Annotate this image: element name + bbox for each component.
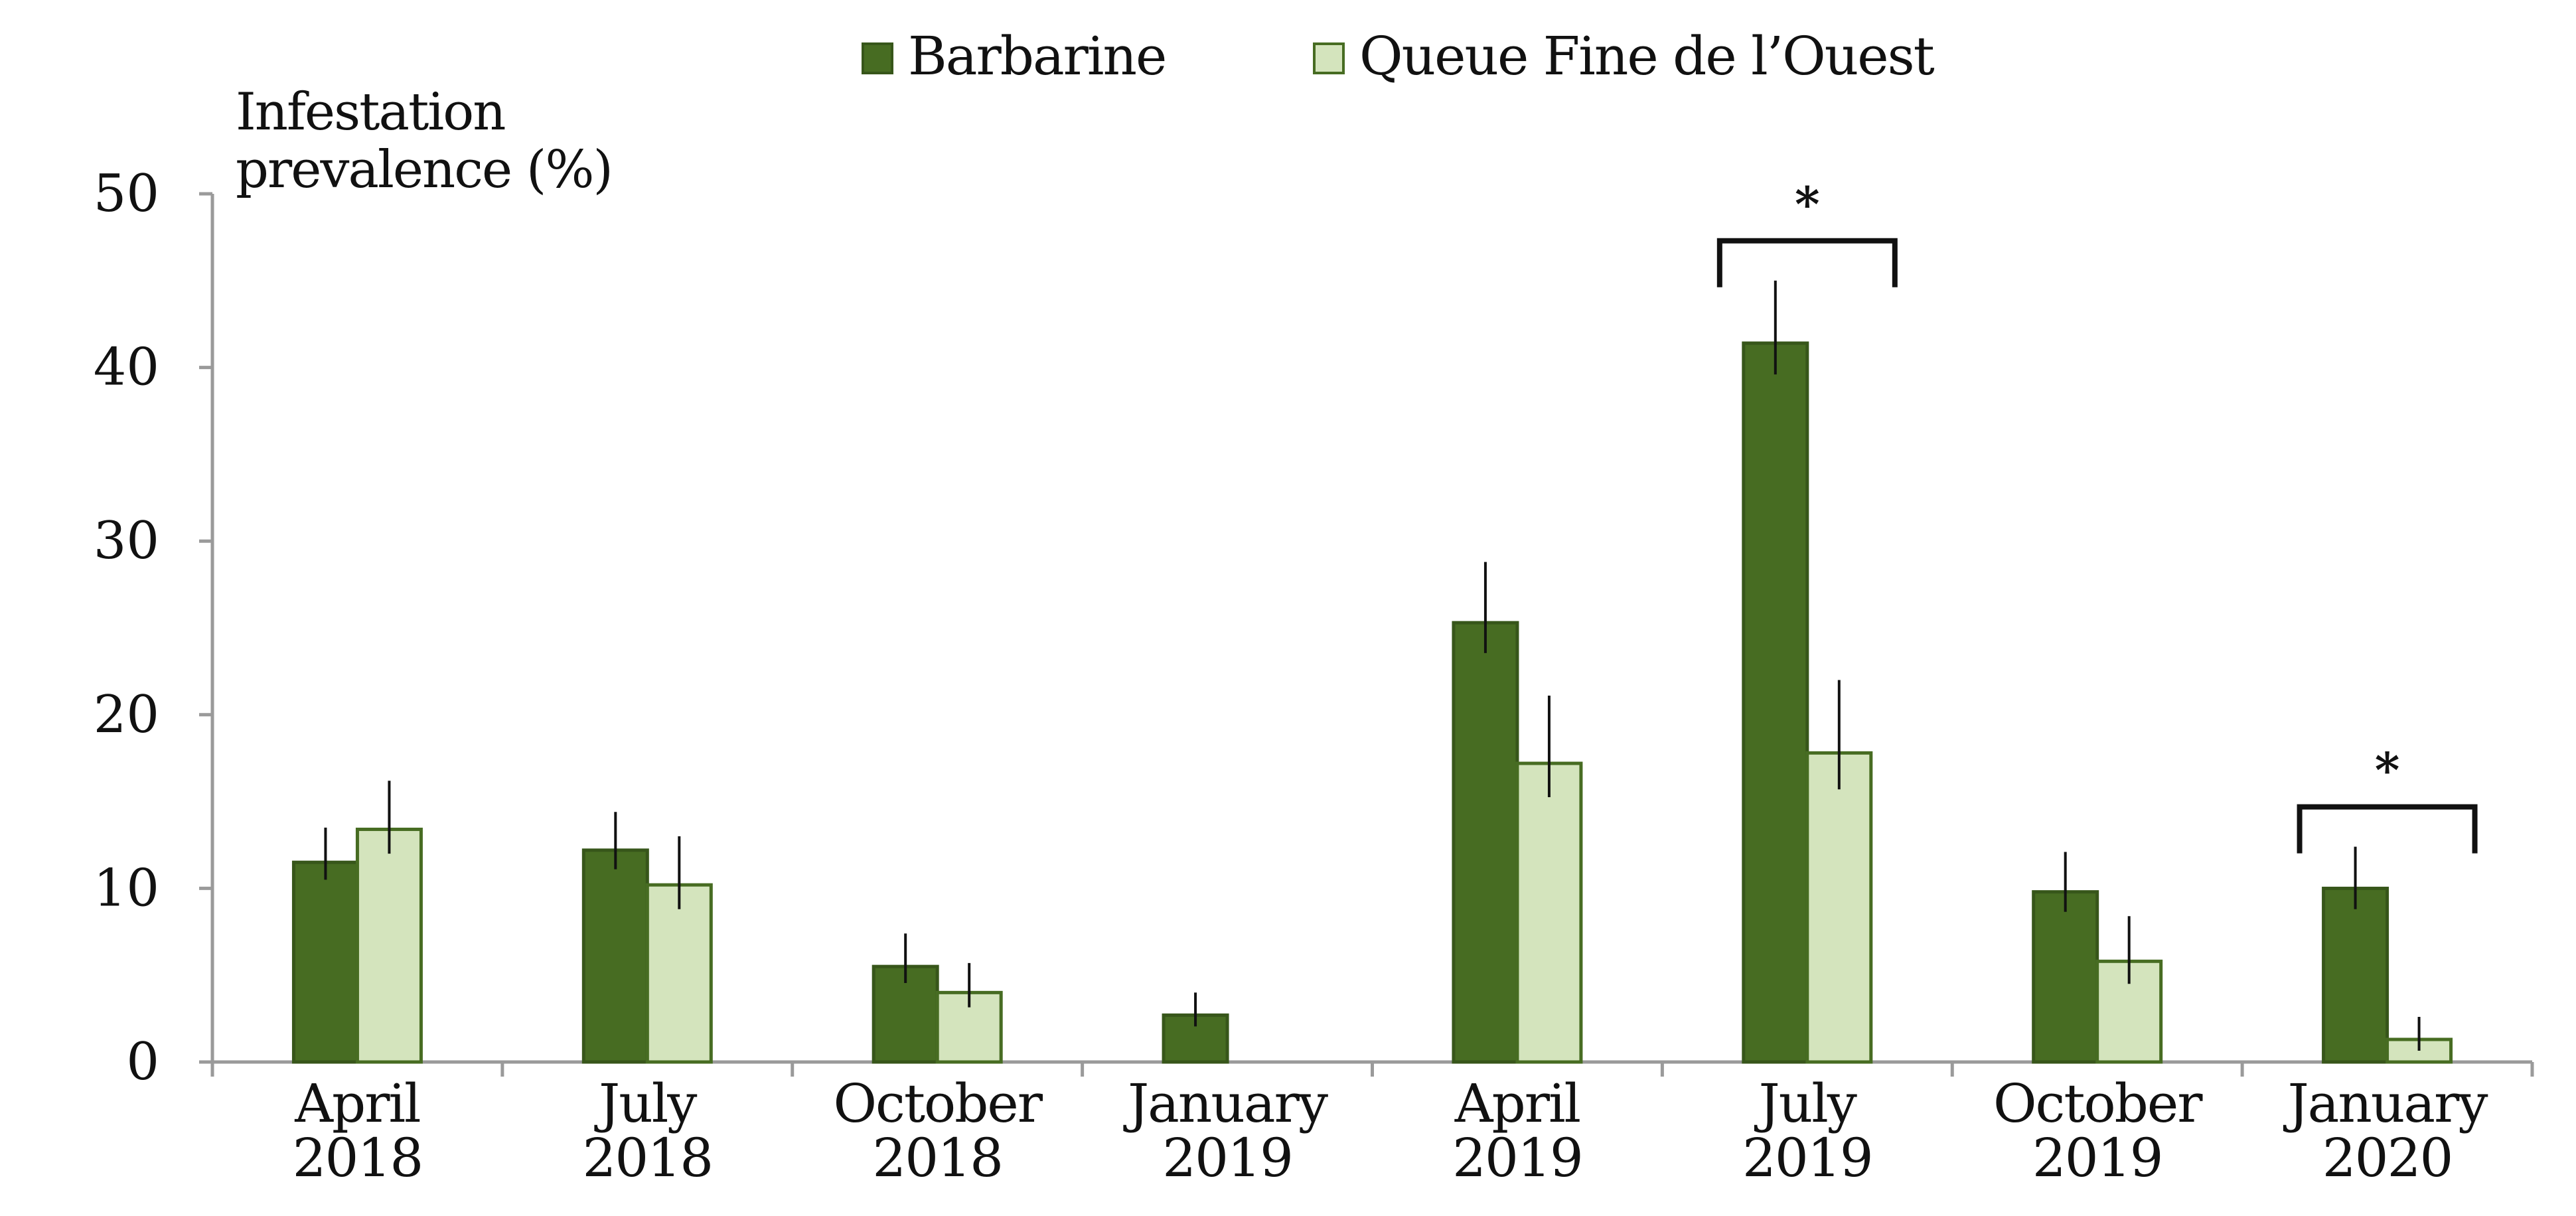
- bar-0-6: [2032, 890, 2099, 1064]
- bar-1-1: [645, 883, 713, 1064]
- significance-annotations: **: [1716, 176, 2478, 854]
- x-tick-label-3-month: January: [1123, 1073, 1328, 1134]
- significance-star-1: *: [2375, 742, 2400, 798]
- axes: 0 10 20 30 40 50: [94, 164, 2534, 1092]
- x-tick-label-5-month: July: [1754, 1073, 1857, 1134]
- x-tick-label-3-year: 2019: [1162, 1127, 1292, 1189]
- x-tick-label-5-year: 2019: [1742, 1127, 1872, 1189]
- bar-0-1: [581, 848, 649, 1064]
- y-tick-label-5: 50: [94, 164, 159, 224]
- bar-0-7: [2322, 886, 2389, 1064]
- x-tick-label-1-month: July: [594, 1073, 697, 1134]
- bar-0-5: [1742, 341, 1809, 1064]
- x-tick-label-6-year: 2019: [2032, 1127, 2162, 1189]
- x-tick-label-7-month: January: [2283, 1073, 2488, 1134]
- y-axis-label-line-1: Infestation: [236, 82, 505, 142]
- x-tick-label-2-month: October: [833, 1073, 1043, 1134]
- bar-1-4: [1515, 761, 1583, 1064]
- bar-0-3: [1162, 1013, 1229, 1064]
- x-tick-labels: April2018July2018October2018January2019A…: [293, 1073, 2490, 1189]
- y-tick-label-1: 10: [94, 858, 159, 918]
- y-tick-label-2: 20: [94, 685, 159, 745]
- y-axis-label-line-2: prevalence (%): [236, 140, 612, 200]
- legend-label-1: Queue Fine de l’Ouest: [1359, 25, 1935, 87]
- x-tick-label-2-year: 2018: [872, 1127, 1002, 1189]
- x-tick-label-4-month: April: [1454, 1073, 1580, 1134]
- x-tick-label-1-year: 2018: [583, 1127, 713, 1189]
- x-tick-label-0-year: 2018: [293, 1127, 423, 1189]
- y-tick-label-3: 30: [94, 511, 159, 571]
- error-bars: [324, 280, 2421, 1051]
- legend: Barbarine Queue Fine de l’Ouest: [862, 25, 1936, 87]
- bar-1-0: [355, 827, 423, 1064]
- x-tick-label-6-month: October: [1993, 1073, 2203, 1134]
- bar-0-4: [1452, 621, 1519, 1064]
- x-tick-label-4-year: 2019: [1452, 1127, 1582, 1189]
- legend-label-0: Barbarine: [908, 25, 1166, 87]
- bar-0-0: [291, 860, 359, 1064]
- significance-star-0: *: [1795, 176, 1820, 232]
- x-tick-label-0-month: April: [294, 1073, 420, 1134]
- y-tick-label-4: 40: [94, 338, 159, 398]
- bars: [291, 341, 2453, 1064]
- significance-bracket-1: [2297, 804, 2478, 854]
- bar-1-5: [1805, 751, 1873, 1064]
- significance-bracket-0: [1716, 238, 1898, 287]
- x-tick-label-7-year: 2020: [2322, 1127, 2453, 1189]
- legend-swatch-1: [1313, 42, 1345, 74]
- y-tick-label-0: 0: [126, 1032, 159, 1092]
- legend-swatch-0: [862, 42, 893, 74]
